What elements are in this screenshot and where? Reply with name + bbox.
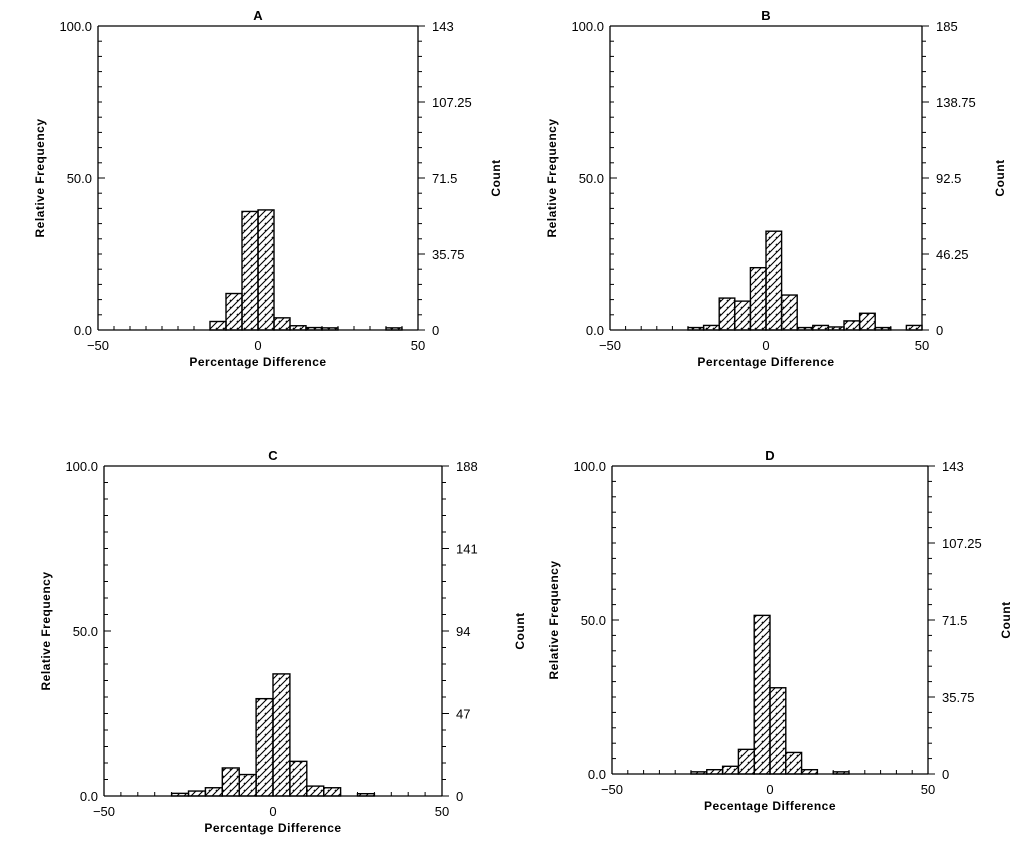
histogram-bar: [843, 320, 861, 331]
y-tick-label-right: 0: [456, 789, 463, 804]
x-tick-label: 50: [411, 338, 425, 353]
y-axis-title-left: Relative Frequency: [545, 118, 559, 237]
y-tick-label-right: 71.5: [432, 171, 457, 186]
x-tick-label: 0: [254, 338, 261, 353]
x-tick-label: 50: [921, 782, 935, 797]
x-tick-label: 0: [762, 338, 769, 353]
y-tick-label-right: 107.25: [432, 95, 472, 110]
y-tick-label-right: 185: [936, 19, 958, 34]
y-tick-label-left: 0.0: [588, 767, 606, 782]
histogram-bar: [225, 292, 243, 331]
y-axis-title-right: Count: [489, 159, 503, 196]
y-tick-label-left: 100.0: [571, 19, 604, 34]
histogram-bar: [734, 300, 752, 331]
y-tick-label-right: 188: [456, 459, 478, 474]
x-tick-label: 50: [915, 338, 929, 353]
y-tick-label-left: 50.0: [67, 171, 92, 186]
y-tick-label-right: 143: [942, 459, 964, 474]
histogram-bar: [257, 209, 275, 331]
histogram-bar: [289, 760, 308, 797]
panel-title: A: [253, 8, 263, 23]
y-tick-label-left: 0.0: [80, 789, 98, 804]
y-tick-label-right: 0: [936, 323, 943, 338]
panel-title: C: [268, 448, 278, 463]
y-tick-label-right: 138.75: [936, 95, 976, 110]
histogram-bar: [323, 787, 342, 797]
y-tick-label-left: 0.0: [586, 323, 604, 338]
y-tick-label-right: 0: [432, 323, 439, 338]
y-tick-label-right: 35.75: [942, 690, 975, 705]
y-tick-label-left: 100.0: [59, 19, 92, 34]
y-tick-label-right: 0: [942, 767, 949, 782]
histogram-bar: [749, 266, 767, 331]
histogram-bar: [238, 773, 257, 797]
x-tick-label: 0: [766, 782, 773, 797]
y-axis-title-left: Relative Frequency: [39, 571, 53, 690]
histogram-bar: [737, 748, 755, 775]
histogram-bar: [702, 324, 720, 331]
histogram-bar: [718, 297, 736, 331]
y-tick-label-right: 143: [432, 19, 454, 34]
histogram-bar: [273, 317, 291, 331]
y-axis-title-left: Relative Frequency: [547, 560, 561, 679]
histogram-bar: [241, 210, 259, 331]
y-tick-label-left: 50.0: [579, 171, 604, 186]
y-tick-label-left: 100.0: [573, 459, 606, 474]
panel-title: D: [765, 448, 774, 463]
x-tick-label: 50: [435, 804, 449, 819]
x-tick-label: −50: [93, 804, 115, 819]
histogram-bar: [785, 751, 803, 775]
panel-c: 0.0 50.0 100.0 0 47 94 141 188 −50 0 50 C Percentage…: [39, 448, 527, 835]
histogram-bar: [765, 230, 783, 331]
y-tick-label-right: 46.25: [936, 247, 969, 262]
histogram-bar: [721, 765, 740, 775]
y-axis-title-left: Relative Frequency: [33, 118, 47, 237]
histogram-bar: [858, 312, 876, 331]
histogram-bar: [272, 673, 291, 797]
y-tick-label-right: 71.5: [942, 613, 967, 628]
panel-title: B: [761, 8, 770, 23]
y-axis-title-right: Count: [513, 612, 527, 649]
histogram-bar: [187, 790, 207, 797]
histogram-bar: [753, 614, 771, 775]
x-tick-label: −50: [601, 782, 623, 797]
y-tick-label-right: 92.5: [936, 171, 961, 186]
y-axis-title-right: Count: [993, 159, 1007, 196]
panel-b: 0.0 50.0 100.0 0 46.25 92.5 138.75 185 −50 0 50 B Pe…: [545, 8, 1007, 369]
histogram-bar: [255, 697, 274, 797]
y-tick-label-left: 50.0: [581, 613, 606, 628]
x-tick-label: −50: [599, 338, 621, 353]
histogram-bar: [769, 687, 787, 775]
x-axis-title: Pecentage Difference: [704, 799, 836, 813]
panel-d: 0.0 50.0 100.0 0 35.75 71.5 107.25 143 −50 0 50 D Pe…: [547, 448, 1013, 813]
histogram-bar: [905, 324, 923, 331]
y-tick-label-right: 35.75: [432, 247, 465, 262]
x-tick-label: 0: [269, 804, 276, 819]
y-tick-label-left: 100.0: [65, 459, 98, 474]
y-tick-label-right: 47: [456, 707, 470, 722]
x-axis-title: Percentage Difference: [204, 821, 341, 835]
histogram-bar: [812, 324, 830, 331]
histogram-bar: [306, 785, 325, 797]
y-tick-label-right: 107.25: [942, 536, 982, 551]
x-axis-title: Percentage Difference: [189, 355, 326, 369]
histogram-bar: [221, 767, 240, 797]
x-axis-title: Percentage Difference: [697, 355, 834, 369]
x-tick-label: −50: [87, 338, 109, 353]
y-tick-label-right: 141: [456, 542, 478, 557]
y-tick-label-left: 50.0: [73, 624, 98, 639]
histogram-bar: [780, 294, 798, 331]
y-tick-label-left: 0.0: [74, 323, 92, 338]
histogram-bar: [204, 787, 223, 797]
y-tick-label-right: 94: [456, 624, 470, 639]
panel-a: 0.0 50.0 100.0 0 35.75 71.5 107.25 143 −50 0 50 A Pe…: [33, 8, 503, 369]
histogram-bar: [209, 320, 227, 331]
y-axis-title-right: Count: [999, 601, 1013, 638]
